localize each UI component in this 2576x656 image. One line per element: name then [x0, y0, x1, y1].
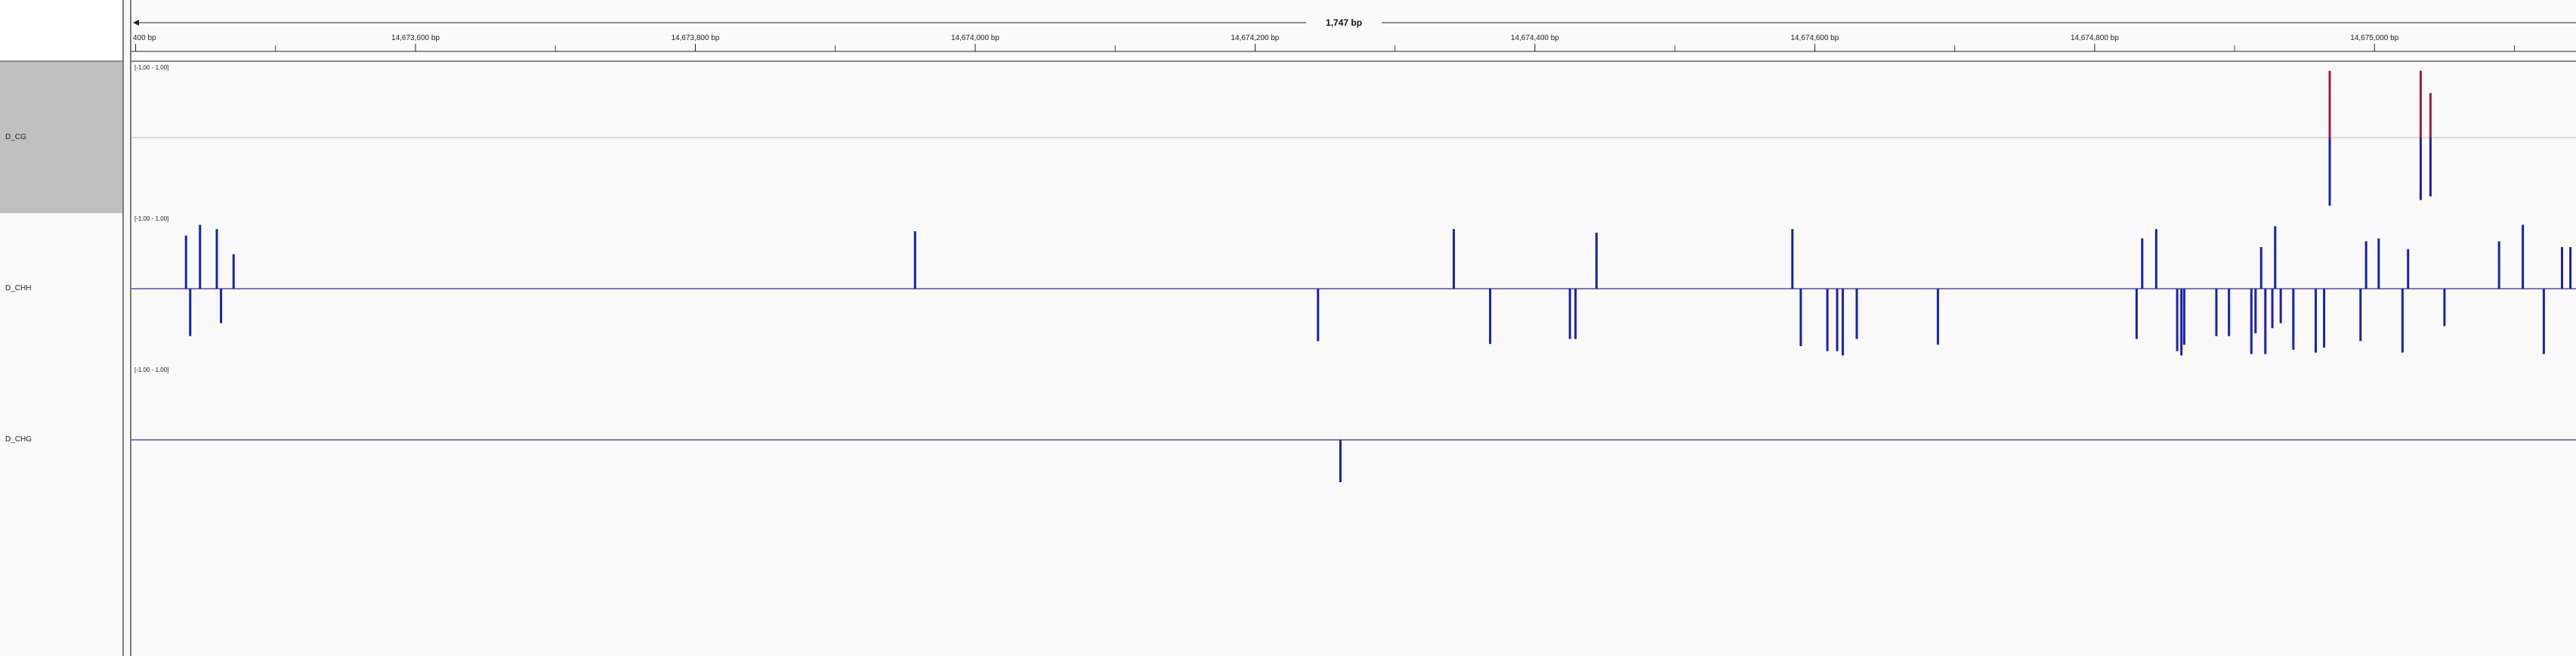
track-bar — [1936, 289, 1939, 345]
ruler-tick-label: 400 bp — [133, 34, 156, 42]
track-bar — [2359, 289, 2362, 342]
track-bar — [199, 224, 202, 289]
track-bar — [1452, 229, 1455, 289]
track-bar — [1339, 440, 1342, 483]
track-bar — [2497, 241, 2500, 289]
track-bar — [2182, 289, 2185, 345]
track-name-d-chg[interactable]: D_CHG — [0, 364, 122, 515]
track-bar — [1595, 232, 1598, 289]
track-bar — [2259, 246, 2262, 289]
ruler-tick-label: 14,674,800 bp — [2071, 34, 2119, 42]
track-name-label: D_CHG — [5, 435, 32, 444]
track-d-chh[interactable]: [-1.00 - 1.00] — [131, 215, 2576, 356]
track-bar — [2176, 289, 2179, 351]
track-bar — [2419, 138, 2422, 200]
track-bar — [1791, 229, 1794, 289]
ruler[interactable]: 1,747 bp 400 bp 14,673,600 bp 14,673,800 bp… — [131, 0, 2576, 62]
track-bar — [1855, 289, 1858, 339]
track-name-d-cg[interactable]: D_CG — [0, 62, 122, 213]
track-bar — [2542, 289, 2545, 354]
track-bar — [1317, 289, 1320, 342]
track-bar — [2228, 289, 2231, 336]
track-bar — [1836, 289, 1839, 351]
track-range-label: [-1.00 - 1.00] — [134, 64, 168, 71]
track-bar — [2364, 241, 2368, 289]
track-bar — [913, 231, 916, 289]
track-bar — [184, 235, 187, 289]
ruler-tick-label: 14,673,800 bp — [672, 34, 720, 42]
track-bar — [2314, 289, 2317, 353]
track-bar — [2323, 289, 2326, 348]
ruler-tick-label: 14,674,600 bp — [1790, 34, 1839, 42]
track-bar — [1799, 289, 1802, 346]
track-bar — [2154, 229, 2157, 289]
track-name-d-chh[interactable]: D_CHH — [0, 213, 122, 364]
track-bar — [2560, 246, 2563, 289]
track-bar — [2180, 289, 2183, 356]
track-bar — [2292, 289, 2295, 350]
track-range-label: [-1.00 - 1.00] — [134, 367, 168, 373]
track-bar — [189, 289, 192, 336]
ruler-tick-label: 14,675,000 bp — [2350, 34, 2398, 42]
panel-divider[interactable] — [122, 0, 131, 656]
track-bar — [1841, 289, 1844, 356]
track-bar — [2569, 246, 2572, 289]
track-bar — [2264, 289, 2267, 354]
ruler-background — [131, 0, 2576, 62]
track-bar — [2279, 289, 2282, 323]
track-name-label: D_CHH — [5, 284, 32, 292]
track-bar — [2401, 289, 2404, 353]
track-bar — [2522, 224, 2525, 289]
tracks-area: [-1.00 - 1.00] [-1.00 - 1.00] [-1.00 - 1.0… — [131, 64, 2576, 483]
track-bar — [1489, 289, 1492, 345]
track-d-cg[interactable]: [-1.00 - 1.00] — [131, 64, 2576, 206]
track-bar — [1826, 289, 1829, 351]
track-bar — [1574, 289, 1577, 339]
track-bar — [220, 289, 223, 323]
ruler-tick-label: 14,674,400 bp — [1511, 34, 1559, 42]
track-bar — [2274, 226, 2277, 289]
track-bar — [2215, 289, 2218, 336]
track-bar — [2443, 289, 2446, 326]
track-bar — [2250, 289, 2253, 354]
track-range-label: [-1.00 - 1.00] — [134, 215, 168, 222]
name-panel-header — [0, 0, 122, 62]
track-bar — [2254, 289, 2257, 333]
track-bar — [2419, 70, 2422, 138]
ruler-tick-label: 14,674,000 bp — [951, 34, 999, 42]
ruler-tick-label: 14,674,200 bp — [1231, 34, 1279, 42]
track-bar — [2429, 93, 2432, 138]
ruler-span-label: 1,747 bp — [1326, 17, 1362, 28]
track-d-chg[interactable]: [-1.00 - 1.00] — [131, 367, 2576, 483]
track-bar — [2328, 70, 2331, 138]
track-bar — [2429, 138, 2432, 196]
track-bar — [215, 229, 218, 289]
track-bar — [2377, 238, 2380, 289]
track-bar — [2135, 289, 2138, 339]
track-bar — [2141, 238, 2144, 289]
track-bar — [2407, 249, 2410, 289]
ruler-tick-label: 14,673,600 bp — [391, 34, 440, 42]
data-panel: 1,747 bp 400 bp 14,673,600 bp 14,673,800 bp… — [131, 0, 2576, 656]
track-bar — [232, 254, 235, 289]
ruler-arrow-left-icon — [133, 20, 139, 26]
track-bar — [2328, 138, 2331, 206]
track-name-label: D_CG — [5, 133, 26, 141]
track-bar — [2271, 289, 2274, 329]
track-name-panel: D_CG D_CHH D_CHG — [0, 0, 122, 656]
track-bar — [1568, 289, 1571, 339]
